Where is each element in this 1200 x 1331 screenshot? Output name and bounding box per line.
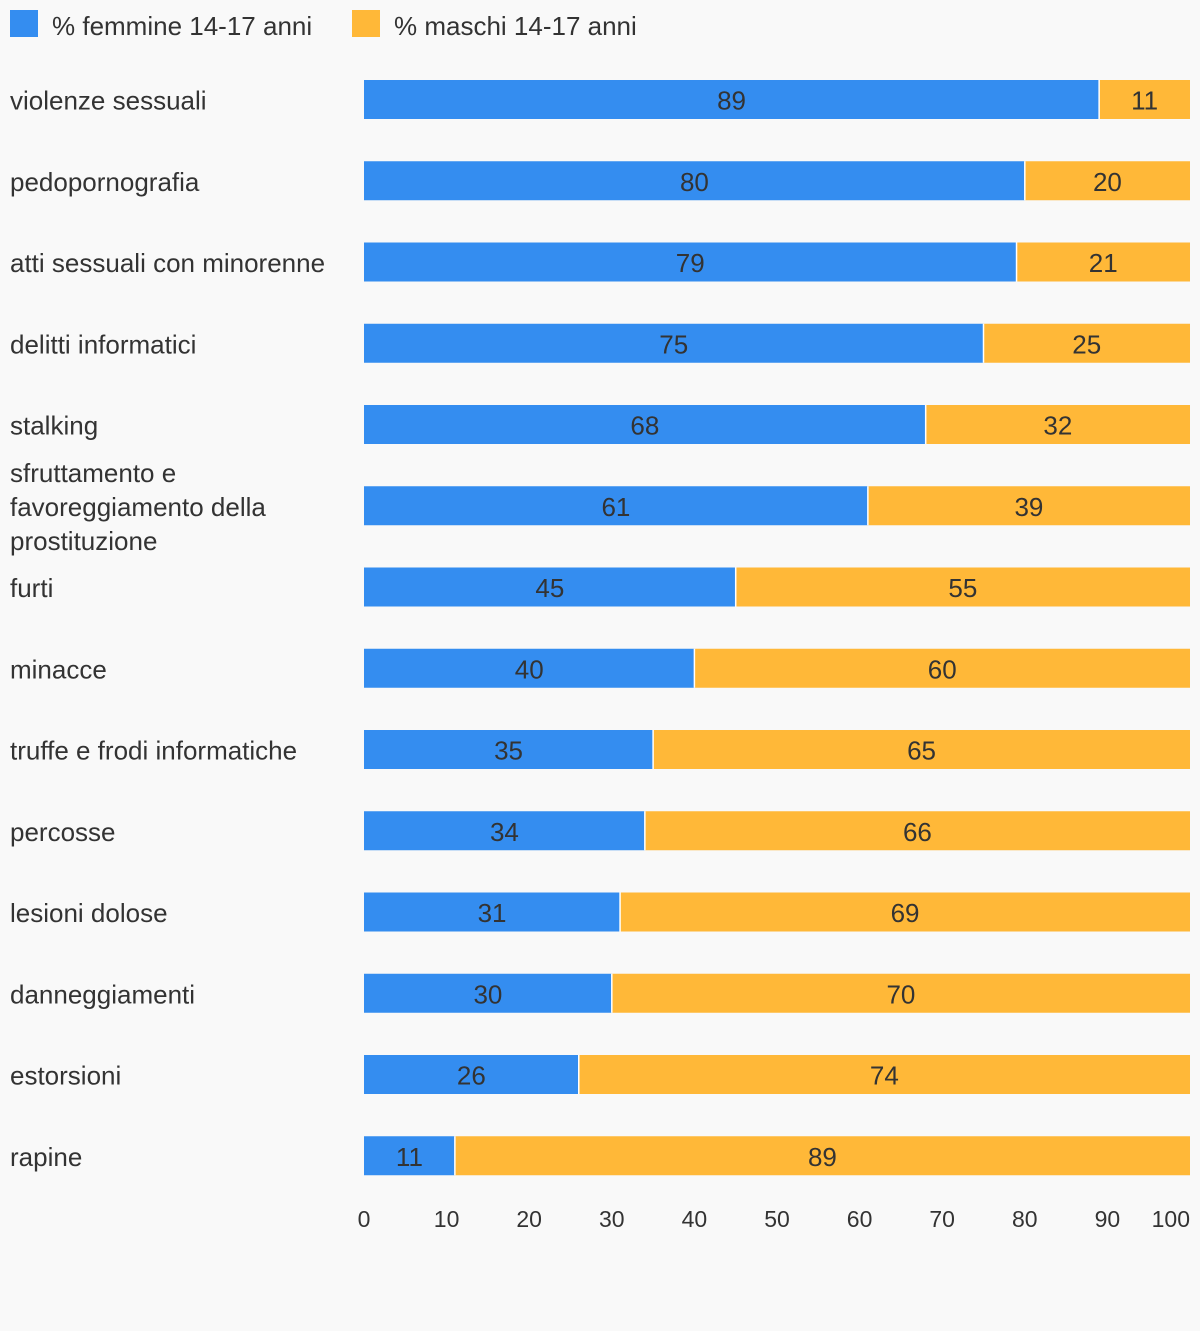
bar-value-label: 80 — [680, 167, 709, 197]
bar-femmine — [364, 648, 695, 688]
bar-femmine — [364, 80, 1100, 119]
bar-femmine — [364, 486, 868, 526]
bar-value-label: 20 — [1093, 167, 1122, 197]
bar-value-label: 30 — [473, 979, 502, 1009]
x-tick-label: 40 — [682, 1206, 708, 1232]
bar-maschi — [694, 648, 1190, 688]
x-tick-label: 20 — [516, 1206, 542, 1232]
bar-maschi — [983, 323, 1190, 363]
bar-femmine — [364, 242, 1017, 282]
bar-value-label: 75 — [659, 329, 688, 359]
x-axis: 0 10 20 30 40 50 60 70 80 90 100 — [358, 1206, 1190, 1232]
bar-femmine — [364, 811, 645, 851]
bar-maschi — [1016, 242, 1190, 282]
x-tick-label: 50 — [764, 1206, 790, 1232]
x-tick-label: 10 — [434, 1206, 460, 1232]
bar-femmine — [364, 161, 1025, 201]
bar-value-label: 45 — [535, 573, 564, 603]
legend-swatch — [10, 10, 38, 37]
bar-value-label: 66 — [903, 817, 932, 847]
bar-value-label: 74 — [870, 1061, 899, 1091]
category-label: stalking — [10, 411, 98, 441]
category-label: truffe e frodi informatiche — [10, 736, 297, 766]
x-tick-label: 80 — [1012, 1206, 1038, 1232]
bar-maschi — [1024, 161, 1190, 201]
category-label: lesioni dolose — [10, 898, 168, 928]
bar-femmine — [364, 973, 612, 1013]
category-label: violenze sessuali — [10, 86, 207, 116]
x-tick-label: 100 — [1152, 1206, 1190, 1232]
bar-femmine — [364, 567, 736, 607]
category-label: delitti informatici — [10, 329, 196, 359]
bar-maschi — [925, 405, 1190, 444]
bar-femmine — [364, 1136, 455, 1176]
bar-maschi — [653, 730, 1190, 769]
category-label: percosse — [10, 817, 116, 847]
bar-value-label: 34 — [490, 817, 519, 847]
legend: % femmine 14-17 anni % maschi 14-17 anni — [10, 10, 637, 41]
bar-femmine — [364, 730, 654, 769]
bar-value-label: 32 — [1043, 411, 1072, 441]
bar-value-label: 40 — [515, 654, 544, 684]
bar-value-label: 60 — [928, 654, 957, 684]
bar-maschi — [611, 973, 1190, 1013]
category-label: pedopornografia — [10, 167, 200, 197]
bar-maschi — [1099, 80, 1190, 119]
x-tick-label: 90 — [1095, 1206, 1121, 1232]
legend-label: % maschi 14-17 anni — [394, 11, 637, 41]
bar-maschi — [867, 486, 1190, 526]
category-label: furti — [10, 573, 53, 603]
bar-value-label: 11 — [1131, 86, 1158, 116]
bar-maschi — [735, 567, 1190, 607]
bar-value-label: 79 — [676, 248, 705, 278]
bar-value-label: 69 — [891, 898, 920, 928]
bar-value-label: 68 — [630, 411, 659, 441]
bar-value-label: 26 — [457, 1061, 486, 1091]
bar-value-label: 55 — [948, 573, 977, 603]
bar-femmine — [364, 405, 926, 444]
category-labels: violenze sessuali pedopornografia atti ses… — [10, 86, 325, 1172]
bar-value-label: 25 — [1072, 329, 1101, 359]
x-tick-label: 60 — [847, 1206, 873, 1232]
bar-maschi — [578, 1055, 1190, 1094]
x-tick-label: 30 — [599, 1206, 625, 1232]
category-label: rapine — [10, 1142, 82, 1172]
bar-value-label: 70 — [886, 979, 915, 1009]
bar-maschi — [454, 1136, 1190, 1176]
bar-femmine — [364, 323, 984, 363]
bar-femmine — [364, 892, 621, 932]
bar-value-label: 61 — [601, 492, 630, 522]
bar-value-label: 35 — [494, 736, 523, 766]
category-label: sfruttamento e favoreggiamento della prost… — [10, 458, 266, 556]
x-tick-label: 0 — [358, 1206, 371, 1232]
legend-swatch — [352, 10, 380, 37]
bar-value-label: 89 — [717, 86, 746, 116]
bar-value-label: 21 — [1089, 248, 1118, 278]
bars: 89 11 80 20 79 21 75 25 68 32 61 39 45 55 40 60 35 65 34 66… — [364, 80, 1190, 1176]
bar-value-label: 65 — [907, 736, 936, 766]
category-label: atti sessuali con minorenne — [10, 248, 325, 278]
category-label: estorsioni — [10, 1061, 121, 1091]
bar-value-label: 31 — [478, 898, 507, 928]
legend-label: % femmine 14-17 anni — [52, 11, 312, 41]
bar-value-label: 39 — [1014, 492, 1043, 522]
x-tick-label: 70 — [929, 1206, 955, 1232]
category-label: minacce — [10, 654, 107, 684]
bar-maschi — [620, 892, 1190, 932]
bar-femmine — [364, 1055, 579, 1094]
bar-maschi — [644, 811, 1190, 851]
category-label: danneggiamenti — [10, 979, 195, 1009]
bar-value-label: 11 — [396, 1142, 423, 1172]
bar-value-label: 89 — [808, 1142, 837, 1172]
